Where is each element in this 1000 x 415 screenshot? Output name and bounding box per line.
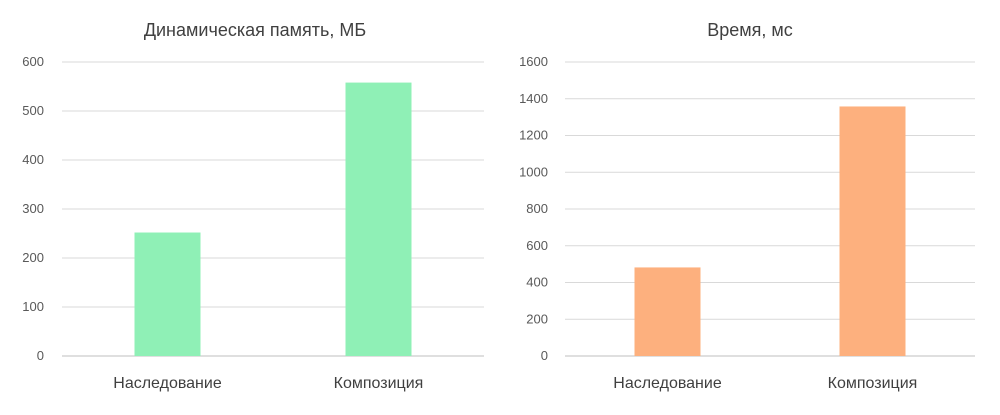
y-tick-label: 600 bbox=[22, 54, 44, 69]
y-tick-label: 300 bbox=[22, 201, 44, 216]
bar bbox=[134, 232, 201, 356]
y-tick-label: 1400 bbox=[519, 91, 548, 106]
y-tick-label: 400 bbox=[526, 275, 548, 290]
y-tick-label: 0 bbox=[37, 348, 44, 363]
y-tick-label: 0 bbox=[541, 348, 548, 363]
y-tick-label: 400 bbox=[22, 152, 44, 167]
y-tick-label: 200 bbox=[526, 311, 548, 326]
y-tick-label: 100 bbox=[22, 299, 44, 314]
y-tick-label: 200 bbox=[22, 250, 44, 265]
time-chart: Время, мс 0 200 400 600 800 1000 1200 1400 1600 Н… bbox=[519, 20, 975, 392]
chart-title: Время, мс bbox=[707, 20, 793, 40]
y-tick-label: 800 bbox=[526, 201, 548, 216]
y-tick-label: 600 bbox=[526, 238, 548, 253]
bar bbox=[634, 267, 701, 356]
x-category-label: Композиция bbox=[828, 375, 918, 392]
memory-chart: Динамическая память, МБ 0 100 200 300 400 500… bbox=[22, 20, 484, 392]
x-category-label: Наследование bbox=[613, 375, 722, 392]
y-tick-label: 1200 bbox=[519, 128, 548, 143]
y-tick-label: 500 bbox=[22, 103, 44, 118]
y-tick-label: 1600 bbox=[519, 54, 548, 69]
bar bbox=[839, 106, 906, 356]
chart-title: Динамическая память, МБ bbox=[144, 20, 366, 40]
bar bbox=[345, 82, 412, 356]
x-category-label: Композиция bbox=[334, 375, 424, 392]
x-category-label: Наследование bbox=[113, 375, 222, 392]
y-tick-label: 1000 bbox=[519, 164, 548, 179]
